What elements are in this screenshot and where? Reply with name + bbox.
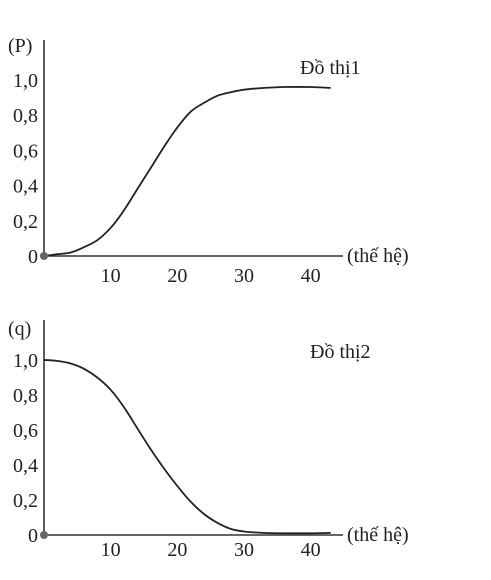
chart-2-title: Đồ thị2 xyxy=(310,341,371,363)
chart-1-title: Đồ thị1 xyxy=(300,57,361,79)
x-tick-label: 10 xyxy=(101,539,121,561)
chart-2-y-ticks: 0 0,2 0,4 0,6 0,8 1,0 xyxy=(13,350,38,547)
chart-1-x-axis-label: (thế hệ) xyxy=(347,245,409,267)
chart-2-y-axis-label: (q) xyxy=(8,318,31,340)
x-tick-label: 40 xyxy=(301,265,321,287)
y-tick-label: 0,4 xyxy=(13,176,38,198)
x-tick-label: 20 xyxy=(167,539,187,561)
x-tick-label: 30 xyxy=(234,265,254,287)
chart-2-origin-dot xyxy=(40,531,48,539)
y-tick-label: 0,8 xyxy=(13,385,38,407)
chart-1-y-ticks: 0 0,2 0,4 0,6 0,8 1,0 xyxy=(13,70,38,268)
y-tick-label: 0,6 xyxy=(13,420,38,442)
chart-1-x-ticks: 10 20 30 40 xyxy=(101,265,321,287)
chart-1-origin-dot xyxy=(40,252,48,260)
x-tick-label: 20 xyxy=(167,265,187,287)
y-tick-label: 0,6 xyxy=(13,140,38,162)
y-tick-label: 0 xyxy=(28,525,38,547)
chart-1-series-line xyxy=(43,86,331,257)
y-tick-label: 0 xyxy=(28,246,38,268)
x-tick-label: 30 xyxy=(234,539,254,561)
chart-2: (q) Đồ thị2 (thế hệ) 10 20 30 40 0 0,2 0,4 0,6… xyxy=(8,318,409,561)
x-tick-label: 40 xyxy=(301,539,321,561)
chart-1: (P) Đồ thị1 (thế hệ) 10 20 30 40 0 0,2 0,4 0,6… xyxy=(8,35,409,287)
chart-2-x-ticks: 10 20 30 40 xyxy=(101,539,321,561)
chart-2-x-axis-label: (thế hệ) xyxy=(347,524,409,546)
chart-1-y-axis-label: (P) xyxy=(8,35,32,57)
y-tick-label: 1,0 xyxy=(13,70,38,92)
y-tick-label: 0,2 xyxy=(13,211,38,233)
y-tick-label: 0,4 xyxy=(13,455,38,477)
y-tick-label: 0,2 xyxy=(13,490,38,512)
chart-2-series-line xyxy=(43,359,331,535)
y-tick-label: 1,0 xyxy=(13,350,38,372)
y-tick-label: 0,8 xyxy=(13,105,38,127)
x-tick-label: 10 xyxy=(101,265,121,287)
